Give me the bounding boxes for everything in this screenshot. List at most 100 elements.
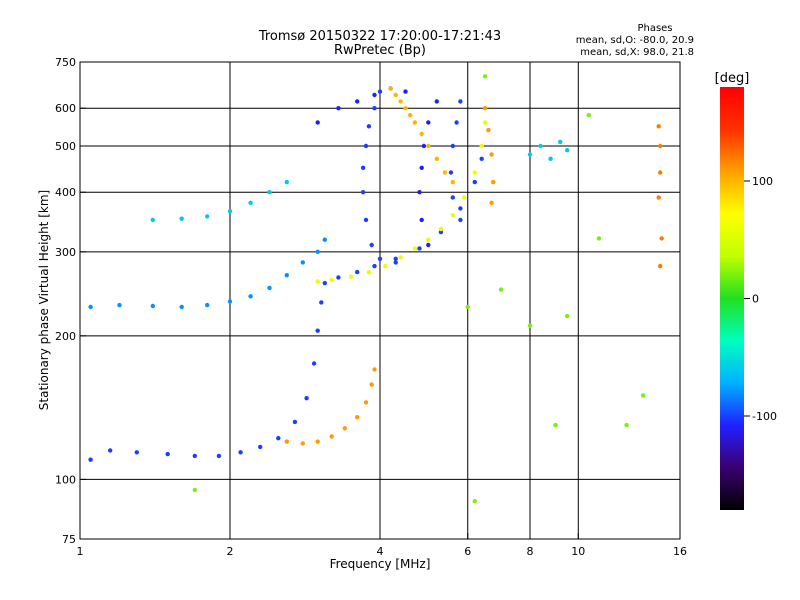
data-point bbox=[553, 422, 558, 428]
data-point bbox=[465, 304, 470, 310]
data-point bbox=[417, 246, 422, 251]
data-point bbox=[267, 190, 272, 195]
data-point bbox=[393, 92, 398, 98]
data-point bbox=[88, 304, 93, 310]
y-tick-label: 400 bbox=[55, 186, 76, 199]
data-point bbox=[315, 279, 320, 284]
colorbar-ticks: 100 0 -100 bbox=[744, 175, 777, 423]
colorbar-tick-label: 0 bbox=[752, 293, 759, 306]
data-point bbox=[377, 89, 383, 94]
data-point bbox=[192, 487, 197, 493]
data-point bbox=[450, 195, 455, 200]
data-point bbox=[538, 143, 543, 149]
y-tick-label: 100 bbox=[55, 473, 76, 486]
data-point bbox=[276, 436, 281, 441]
data-point bbox=[426, 143, 431, 149]
data-point bbox=[355, 415, 360, 420]
data-point bbox=[656, 124, 661, 129]
data-point bbox=[489, 152, 494, 157]
data-point bbox=[565, 148, 570, 153]
x-tick-label: 10 bbox=[571, 545, 585, 558]
data-point bbox=[366, 124, 372, 129]
data-point bbox=[192, 453, 197, 459]
stats-heading: Phases bbox=[637, 23, 672, 34]
data-point bbox=[527, 152, 533, 157]
data-point bbox=[363, 400, 369, 405]
data-point bbox=[426, 120, 431, 125]
data-point bbox=[319, 300, 324, 305]
data-point bbox=[398, 255, 403, 260]
data-point bbox=[482, 120, 488, 125]
data-point bbox=[300, 441, 305, 446]
data-point bbox=[300, 260, 305, 265]
y-tick-label: 500 bbox=[55, 140, 76, 153]
data-point bbox=[658, 170, 663, 175]
data-point bbox=[419, 217, 424, 223]
y-tick-label: 200 bbox=[55, 330, 76, 343]
data-point bbox=[454, 120, 459, 125]
data-point bbox=[448, 170, 454, 175]
data-point bbox=[482, 74, 488, 79]
data-point bbox=[596, 236, 602, 241]
y-tick-label: 750 bbox=[55, 56, 76, 69]
data-point bbox=[372, 263, 377, 269]
data-point bbox=[450, 213, 455, 218]
data-point bbox=[426, 242, 431, 248]
y-tick-label: 75 bbox=[62, 533, 76, 546]
data-point bbox=[372, 106, 377, 111]
data-point bbox=[472, 170, 477, 175]
colorbar-tick-label: -100 bbox=[752, 410, 777, 423]
data-point bbox=[403, 89, 408, 94]
data-point bbox=[150, 217, 155, 223]
data-point bbox=[227, 299, 233, 304]
x-tick-label: 6 bbox=[464, 545, 471, 558]
data-point bbox=[421, 143, 427, 149]
data-point bbox=[388, 86, 393, 91]
data-point bbox=[315, 328, 320, 333]
data-point bbox=[486, 127, 491, 133]
data-point bbox=[179, 304, 184, 310]
data-point bbox=[366, 269, 372, 275]
data-point bbox=[355, 99, 360, 104]
data-points bbox=[88, 74, 664, 504]
data-point bbox=[88, 457, 93, 462]
data-point bbox=[472, 499, 477, 504]
data-point bbox=[450, 143, 455, 149]
colorbar-label: [deg] bbox=[715, 71, 750, 86]
x-tick-label: 4 bbox=[377, 545, 384, 558]
data-point bbox=[458, 99, 463, 104]
data-point bbox=[360, 190, 366, 195]
data-point bbox=[458, 206, 463, 211]
data-point bbox=[117, 302, 122, 308]
data-point bbox=[315, 249, 320, 254]
data-point bbox=[205, 302, 210, 308]
data-point bbox=[565, 313, 570, 319]
x-axis-label: Frequency [MHz] bbox=[330, 557, 431, 571]
data-point bbox=[304, 396, 309, 401]
data-point bbox=[408, 113, 413, 118]
data-point bbox=[322, 237, 327, 242]
colorbar-tick-label: 100 bbox=[752, 175, 773, 188]
data-point bbox=[403, 106, 408, 111]
y-tick-label: 600 bbox=[55, 102, 76, 115]
data-point bbox=[258, 444, 263, 450]
data-point bbox=[377, 256, 383, 261]
data-point bbox=[527, 323, 533, 328]
data-point bbox=[205, 214, 210, 219]
data-point bbox=[417, 190, 422, 195]
data-point bbox=[472, 179, 477, 185]
x-axis-ticks: 1 2 4 6 8 10 16 bbox=[77, 533, 687, 558]
y-axis-ticks: 75 100 200 300 400 500 600 750 bbox=[55, 56, 86, 546]
data-point bbox=[412, 246, 418, 251]
data-point bbox=[238, 450, 243, 455]
data-point bbox=[284, 179, 289, 185]
data-point bbox=[438, 229, 444, 235]
data-point bbox=[558, 139, 563, 145]
data-point bbox=[284, 439, 289, 444]
data-point bbox=[458, 217, 463, 223]
data-point bbox=[248, 294, 253, 299]
data-point bbox=[348, 274, 354, 279]
data-point bbox=[498, 287, 504, 292]
data-point bbox=[355, 269, 360, 275]
